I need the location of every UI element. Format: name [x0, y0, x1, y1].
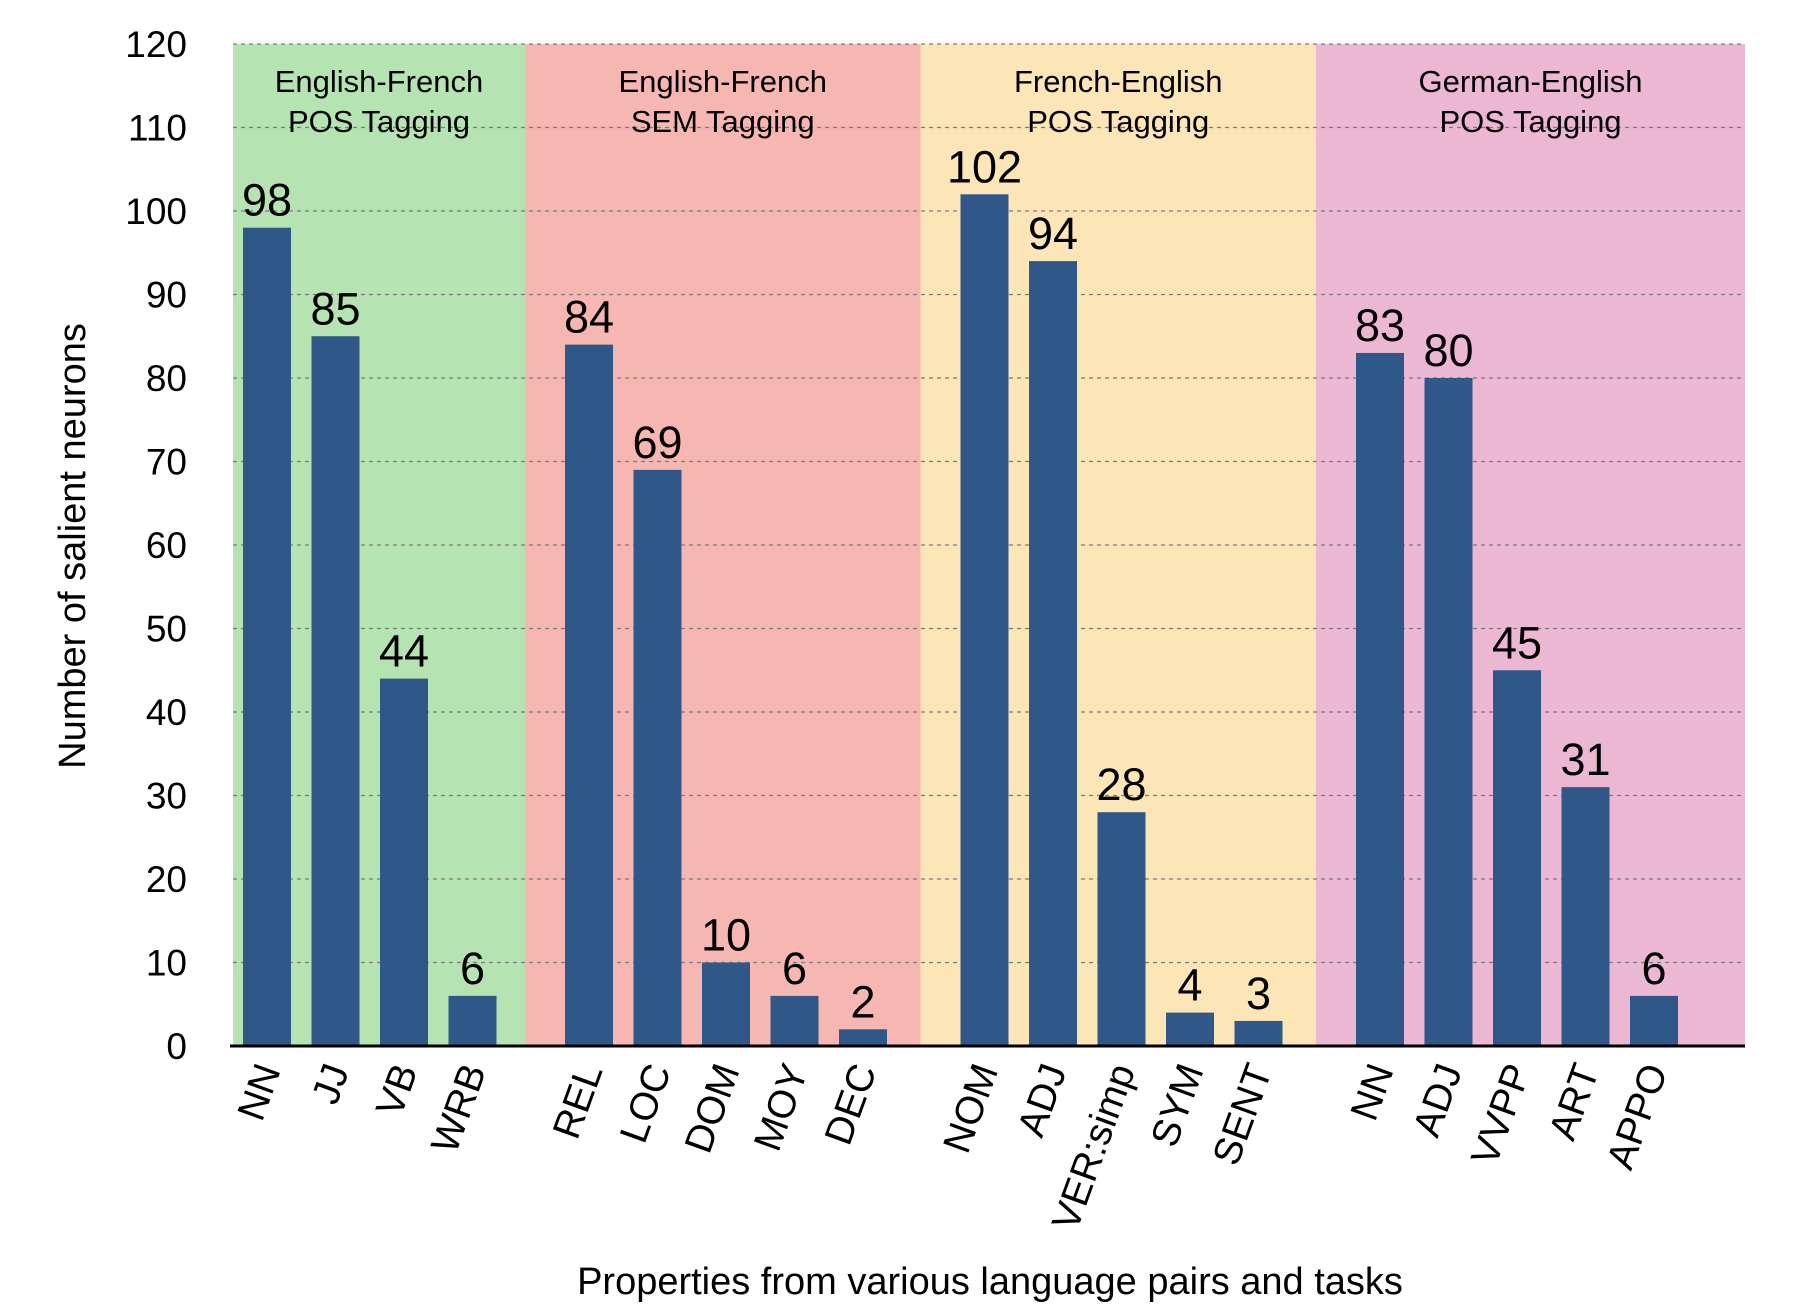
x-tick-label: SYM	[1143, 1058, 1212, 1152]
bar	[380, 678, 428, 1046]
x-tick-label: NN	[230, 1058, 290, 1126]
x-tick-label: JJ	[304, 1058, 358, 1109]
group-labels: English-French POS Tagging English-French S…	[275, 64, 1643, 139]
x-tick-label: NOM	[935, 1058, 1007, 1158]
group-label-line2: POS Tagging	[1439, 104, 1621, 139]
data-label: 10	[701, 910, 751, 961]
x-tick-label: REL	[545, 1058, 611, 1144]
bar	[1234, 1020, 1283, 1046]
data-label: 80	[1423, 325, 1473, 376]
group-label-line2: POS Tagging	[1027, 104, 1209, 139]
x-tick-label: ADJ	[1405, 1058, 1471, 1142]
x-tick-label: VVPP	[1463, 1058, 1539, 1170]
data-label: 6	[782, 943, 807, 994]
data-label: 98	[242, 175, 292, 226]
bar	[243, 227, 291, 1046]
x-tick-label: LOC	[612, 1058, 680, 1148]
group-label-line1: French-English	[1014, 64, 1222, 99]
bars	[243, 194, 1678, 1047]
data-label: 3	[1246, 968, 1271, 1019]
bar	[633, 469, 682, 1047]
data-label: 31	[1560, 734, 1610, 785]
bar	[448, 995, 497, 1046]
data-label: 6	[460, 943, 485, 994]
y-tick-label: 10	[146, 943, 187, 984]
y-tick-label: 40	[146, 692, 187, 733]
x-tick-label: DEC	[817, 1058, 886, 1150]
bar	[1356, 352, 1404, 1046]
bar	[565, 344, 613, 1047]
x-tick-label: SENT	[1205, 1058, 1281, 1170]
bar	[770, 995, 819, 1046]
x-tick-label: APPO	[1599, 1058, 1676, 1175]
bar	[1166, 1012, 1214, 1046]
x-tick-label: VB	[368, 1058, 426, 1122]
bar	[1493, 670, 1541, 1046]
gridlines	[233, 43, 1745, 964]
bar	[1424, 378, 1473, 1046]
y-axis-ticks: 0 10 20 30 40 50 60 70 80 90 100 110 120	[125, 24, 187, 1067]
bar	[1561, 787, 1610, 1046]
y-tick-label: 110	[128, 108, 187, 149]
x-tick-label: WRB	[423, 1058, 495, 1158]
group-label-line1: German-English	[1419, 64, 1643, 99]
y-tick-label: 70	[146, 442, 187, 483]
data-label: 2	[850, 976, 875, 1027]
y-tick-label: 30	[146, 776, 187, 817]
x-tick-label: MOY	[746, 1058, 817, 1156]
y-tick-label: 60	[146, 525, 187, 566]
y-tick-label: 50	[146, 609, 187, 650]
group-label-line2: POS Tagging	[288, 104, 470, 139]
bar	[702, 962, 750, 1046]
bar	[960, 194, 1009, 1047]
group-label-line1: English-French	[619, 64, 827, 99]
x-tick-label: ART	[1541, 1058, 1608, 1145]
x-tick-label: DOM	[677, 1058, 749, 1158]
data-label: 83	[1355, 300, 1405, 351]
y-tick-label: 120	[125, 24, 187, 65]
bar	[1097, 812, 1146, 1046]
data-label: 4	[1177, 960, 1202, 1011]
group-label-line2: SEM Tagging	[631, 104, 815, 139]
y-tick-label: 90	[146, 275, 187, 316]
y-tick-label: 80	[146, 358, 187, 399]
y-tick-label: 0	[166, 1026, 187, 1067]
bar	[1630, 995, 1678, 1046]
group-label-line1: English-French	[275, 64, 483, 99]
data-label: 94	[1028, 208, 1078, 259]
x-axis-title: Properties from various language pairs a…	[577, 1261, 1403, 1303]
y-tick-label: 100	[125, 191, 187, 232]
data-label: 45	[1492, 617, 1542, 668]
data-label: 84	[564, 292, 614, 343]
data-label: 69	[632, 417, 682, 468]
bar	[839, 1029, 887, 1046]
bar	[311, 336, 360, 1046]
x-tick-label: ADJ	[1010, 1058, 1076, 1142]
data-label: 44	[379, 626, 429, 677]
x-tick-label: NN	[1343, 1058, 1403, 1126]
data-label: 6	[1641, 943, 1666, 994]
y-axis-title: Number of salient neurons	[52, 323, 94, 769]
y-tick-label: 20	[146, 859, 187, 900]
data-label: 85	[310, 283, 360, 334]
data-label: 102	[947, 141, 1022, 192]
data-label: 28	[1096, 759, 1146, 810]
bar	[1029, 261, 1077, 1047]
